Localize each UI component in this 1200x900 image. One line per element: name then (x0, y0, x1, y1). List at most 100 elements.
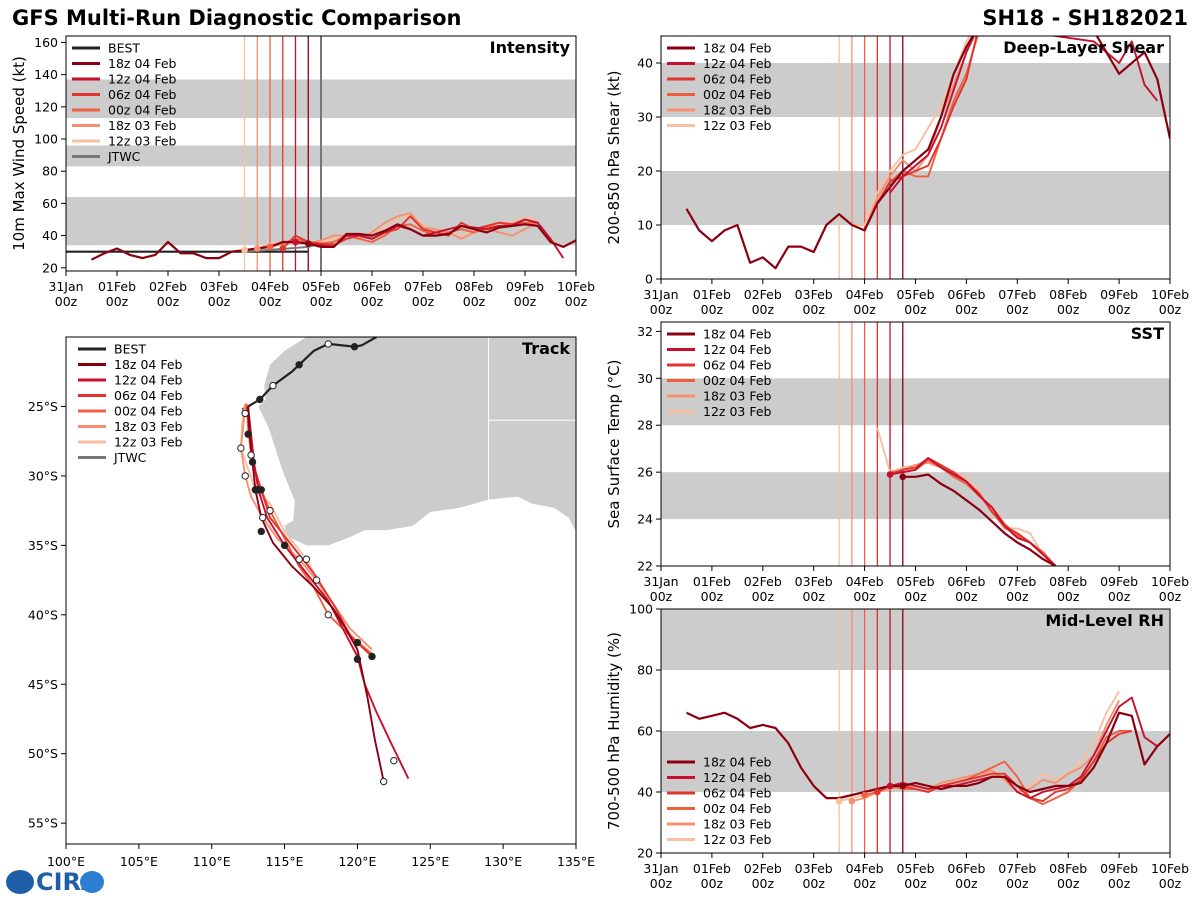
rh-xtick-hour-3: 00z (802, 876, 825, 891)
sst-xtick-hour-9: 00z (1108, 589, 1131, 604)
rh-xtick-date-10: 10Feb (1151, 861, 1189, 876)
shear-series-group (685, 36, 1170, 270)
intensity-series-06z-04-Feb (282, 215, 539, 250)
shear-series-12z-04-Feb (889, 36, 1159, 194)
track-ytick-label-0: 25°S (28, 399, 58, 414)
rh-ytick-label-100: 100 (629, 602, 653, 617)
track-ytick-label-2: 35°S (28, 538, 58, 553)
intensity-legend-label-6: 12z 03 Feb (108, 134, 177, 149)
intensity-init-dot-06z-04-Feb (279, 245, 287, 252)
intensity-legend-label-7: JTWC (107, 149, 141, 164)
sst-init-dot-18z-04-Feb (899, 473, 907, 481)
rh-legend-label-1: 12z 04 Feb (703, 770, 772, 785)
shear-legend-label-5: 12z 03 Feb (703, 118, 772, 133)
intensity-legend-label-5: 18z 03 Feb (108, 118, 177, 133)
sst-legend-label-0: 18z 04 Feb (703, 327, 772, 342)
rh-xtick-hour-6: 00z (955, 876, 978, 891)
intensity-xtick-date-1: 01Feb (98, 279, 136, 294)
intensity-xtick-hour-8: 00z (463, 294, 486, 309)
sst-xtick-date-6: 06Feb (947, 574, 985, 589)
shear-ytick-label-10: 10 (637, 218, 653, 233)
sst-ytick-label-32: 32 (637, 324, 653, 339)
sst-ytick-label-30: 30 (637, 371, 653, 386)
storm-id: SH18 - SH182021 (982, 6, 1188, 30)
rh-ytick-label-80: 80 (637, 663, 653, 678)
track-marker-BEST-1 (324, 340, 332, 348)
track-xtick-label-6: 130°E (484, 854, 522, 869)
sst-xtick-date-10: 10Feb (1151, 574, 1189, 589)
intensity-legend-label-0: BEST (108, 41, 140, 56)
sst-band-1 (661, 378, 1170, 426)
shear-title: Deep-Layer Shear (1003, 38, 1164, 57)
track-marker-BEST-2 (295, 361, 303, 369)
intensity-legend-label-2: 12z 04 Feb (108, 72, 177, 87)
sst-init-dot-12z-04-Feb (886, 471, 894, 478)
shear-ytick-label-40: 40 (637, 56, 653, 71)
intensity-init-dot-18z-03-Feb (253, 245, 261, 252)
shear-band-1 (661, 63, 1170, 117)
intensity-xtick-hour-9: 00z (514, 294, 537, 309)
track-xtick-label-1: 105°E (120, 854, 158, 869)
sst-legend-label-4: 18z 03 Feb (703, 389, 772, 404)
rh-ytick-label-60: 60 (637, 724, 653, 739)
rh-init-dot-06z-04-Feb (874, 788, 881, 796)
sst-legend-label-1: 12z 04 Feb (703, 342, 772, 357)
shear-legend-label-3: 00z 04 Feb (703, 87, 772, 102)
intensity-xtick-hour-0: 00z (55, 294, 78, 309)
intensity-panel: 2040608010012014016031Jan00z01Feb00z02Fe… (10, 35, 595, 309)
rh-xtick-hour-5: 00z (904, 876, 927, 891)
intensity-xtick-hour-5: 00z (310, 294, 333, 309)
intensity-ytick-label-120: 120 (34, 99, 58, 114)
sst-series-18z-04-Feb (902, 473, 1057, 566)
shear-xtick-hour-0: 00z (650, 302, 673, 317)
sst-xtick-hour-7: 00z (1006, 589, 1029, 604)
shear-xtick-date-2: 02Feb (744, 287, 782, 302)
shear-xtick-date-0: 31Jan (643, 287, 678, 302)
sst-xtick-date-3: 03Feb (795, 574, 833, 589)
shear-ytick-label-20: 20 (637, 164, 653, 179)
intensity-xtick-date-10: 10Feb (557, 279, 595, 294)
rh-panel: 2040608010031Jan00z01Feb00z02Feb00z03Feb… (605, 602, 1189, 892)
intensity-xtick-date-7: 07Feb (404, 279, 442, 294)
shear-xtick-hour-2: 00z (752, 302, 775, 317)
rh-xtick-date-9: 09Feb (1100, 861, 1138, 876)
shear-xtick-date-9: 09Feb (1100, 287, 1138, 302)
rh-xtick-date-2: 02Feb (744, 861, 782, 876)
sst-panel: 22242628303231Jan00z01Feb00z02Feb00z03Fe… (605, 321, 1189, 604)
rh-xtick-date-3: 03Feb (795, 861, 833, 876)
shear-xtick-hour-3: 00z (802, 302, 825, 317)
track-marker-18z-04-Feb-3 (353, 655, 362, 663)
track-line-12z-04-Feb (247, 406, 410, 780)
rh-xtick-hour-8: 00z (1057, 876, 1080, 891)
shear-xtick-date-3: 03Feb (795, 287, 833, 302)
track-marker-12z-04-Feb-3 (390, 756, 398, 765)
rh-ytick-label-20: 20 (637, 846, 653, 861)
track-marker-18z-03-Feb-2 (295, 555, 303, 563)
shear-series-06z-04-Feb (876, 36, 978, 204)
sst-xtick-hour-8: 00z (1057, 589, 1080, 604)
sst-ytick-label-26: 26 (637, 465, 653, 480)
intensity-xtick-date-4: 04Feb (251, 279, 289, 294)
sst-ylabel: Sea Surface Temp (°C) (605, 359, 623, 528)
rh-title: Mid-Level RH (1045, 611, 1164, 630)
intensity-xtick-date-9: 09Feb (506, 279, 544, 294)
intensity-xtick-date-8: 08Feb (455, 279, 493, 294)
track-line-18z-04-Feb (247, 406, 385, 782)
track-panel: 100°E 105°E 110°E 115°E 120°E 125°E 130°E 135°E… (28, 336, 595, 869)
intensity-init-dot-00z-04-Feb (266, 243, 274, 251)
sst-series-12z-04-Feb (889, 457, 1057, 566)
rh-init-dot-12z-04-Feb (886, 782, 894, 790)
track-marker-00z-04-Feb-2 (324, 611, 332, 619)
rh-legend-label-0: 18z 04 Feb (703, 755, 772, 770)
sst-xtick-hour-4: 00z (853, 589, 876, 604)
intensity-init-dot-12z-04-Feb (292, 238, 299, 246)
shear-xtick-hour-4: 00z (853, 302, 876, 317)
rh-xtick-hour-0: 00z (650, 876, 673, 891)
rh-series-06z-04-Feb (876, 730, 1133, 803)
track-marker-12z-04-Feb-1 (280, 541, 289, 550)
rh-init-dot-12z-03-Feb (835, 797, 843, 805)
figure-title: GFS Multi-Run Diagnostic Comparison (12, 6, 461, 30)
sst-title: SST (1131, 324, 1164, 343)
rh-init-dot-18z-03-Feb (848, 797, 856, 805)
rh-legend-label-3: 00z 04 Feb (703, 801, 772, 816)
